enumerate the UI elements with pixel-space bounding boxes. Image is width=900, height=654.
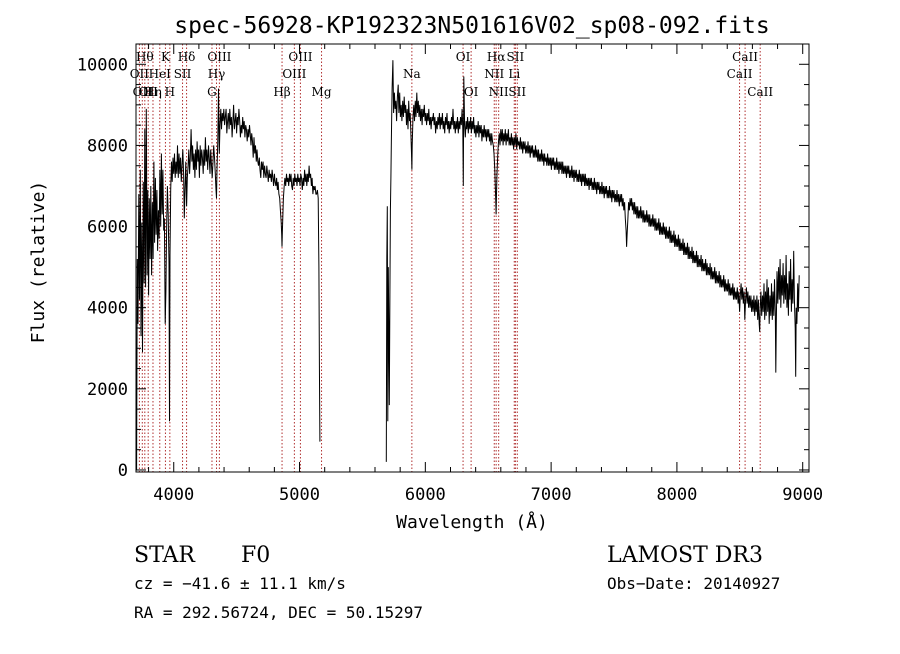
spectral-line-label: OII [139,85,159,99]
spectral-line-label: OIII [288,50,312,64]
observation-date: Obs−Date: 20140927 [607,574,780,593]
y-tick-label: 4000 [87,299,128,319]
spectral-line-label: NII [489,85,509,99]
spectral-line-label: OIII [282,67,306,81]
spectral-line-labels: OIIOIIHθOIIHηHeIKHSIIHδGHγOIIIHβOIIIOIII… [130,50,774,99]
spectral-line-label: Hα [487,50,506,64]
spectrum-series-line [135,60,800,471]
spectral-line-label: NII [484,67,504,81]
spectral-line-markers [138,44,761,472]
x-tick-label: 5000 [279,485,320,505]
y-tick-label: 8000 [87,136,128,156]
y-tick-label: 2000 [87,380,128,400]
spectral-line-label: CaII [732,50,758,64]
chart-title: spec-56928-KP192323N501616V02_sp08-092.f… [174,13,769,39]
spectral-line-label: Hθ [136,50,154,64]
y-tick-label: 6000 [87,218,128,238]
spectral-line-label: OII [133,85,153,99]
x-tick-label: 6000 [405,485,446,505]
x-tick-label: 8000 [656,485,697,505]
x-tick-label: 4000 [153,485,194,505]
redshift-velocity: cz = −41.6 ± 11.1 km/s [134,574,346,593]
spectral-line-label: OII [130,67,150,81]
spectral-line-label: Hβ [273,85,290,99]
spectral-line-label: Mg [312,85,332,99]
spectral-line-label: K [161,50,171,64]
survey-label: LAMOST DR3 [607,543,763,568]
spectral-line-label: HeI [149,67,172,81]
spectral-line-label: Hδ [178,50,196,64]
spectral-line-label: OI [464,85,479,99]
sky-coordinates: RA = 292.56724, DEC = 50.15297 [134,603,423,622]
object-class: STAR [134,543,196,568]
spectral-line-label: CaII [727,67,753,81]
spectral-line-label: CaII [747,85,773,99]
x-tick-label: 7000 [531,485,572,505]
y-tick-label: 0 [118,461,128,481]
spectral-line-label: OI [456,50,471,64]
spectral-line-label: Na [403,67,421,81]
x-tick-label: 9000 [782,485,823,505]
spectral-line-label: Li [508,67,520,81]
spectral-line-label: Hη [144,85,162,99]
x-axis: 4000 5000 6000 7000 8000 9000 [148,44,823,505]
spectral-line-label: SII [174,67,192,81]
x-axis-label: Wavelength (Å) [396,511,548,533]
spectral-line-label: H [165,85,175,99]
object-subclass: F0 [241,543,270,568]
plot-frame [135,43,810,473]
y-axis: 0 2000 4000 6000 8000 10000 [77,55,809,481]
spectral-line-label: G [207,85,217,99]
spectral-line-label: SII [507,50,525,64]
spectral-line-label: Hγ [208,67,226,81]
spectral-line-label: SII [508,85,526,99]
spectral-line-label: OIII [207,50,231,64]
y-axis-label: Flux (relative) [28,181,49,344]
y-tick-label: 10000 [77,55,128,75]
